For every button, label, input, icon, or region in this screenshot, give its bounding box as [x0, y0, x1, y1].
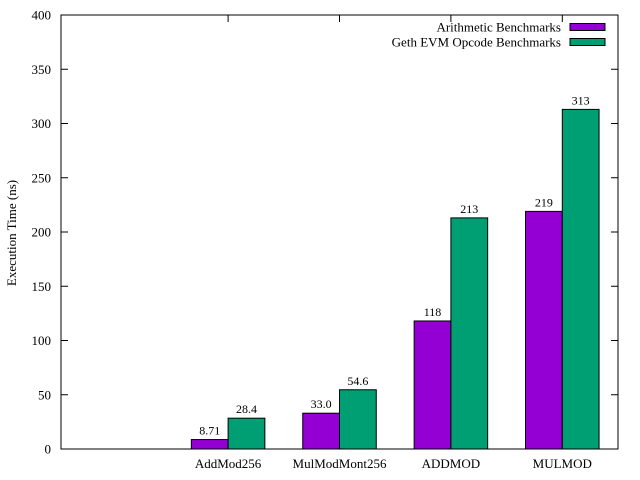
bar-value-label: 54.6: [347, 374, 368, 388]
y-tick-label: 150: [32, 279, 52, 294]
bar-value-label: 213: [460, 202, 478, 216]
y-tick-label: 400: [32, 8, 52, 23]
legend-swatch: [569, 23, 606, 31]
bar-value-label: 33.0: [311, 397, 332, 411]
y-tick-label: 0: [45, 442, 52, 457]
y-tick-label: 350: [32, 62, 52, 77]
legend-swatch: [569, 38, 606, 46]
x-tick-label: MULMOD: [533, 456, 592, 471]
x-tick-label: AddMod256: [195, 456, 262, 471]
y-axis-label: Execution Time (ns): [4, 180, 19, 286]
bar-value-label: 118: [424, 305, 442, 319]
y-tick-label: 200: [32, 225, 52, 240]
x-tick-label: MulModMont256: [293, 456, 387, 471]
bar-value-label: 219: [535, 195, 553, 209]
bar-value-label: 28.4: [236, 402, 257, 416]
y-axis: 0 50 100 150 200 250 300 350 400: [32, 8, 618, 457]
bar: [561, 108, 600, 450]
legend-label: Geth EVM Opcode Benchmarks: [392, 35, 561, 50]
bar: [227, 417, 266, 450]
bar: [450, 217, 489, 450]
legend-label: Arithmetic Benchmarks: [436, 20, 561, 35]
y-tick-label: 250: [32, 170, 52, 185]
y-tick-label: 300: [32, 116, 52, 131]
y-tick-label: 100: [32, 333, 52, 348]
bars: [190, 108, 600, 450]
bar-value-label: 8.71: [199, 424, 220, 438]
bar: [339, 389, 377, 450]
bar: [413, 320, 452, 450]
bar: [302, 412, 341, 450]
bar: [525, 210, 563, 450]
x-tick-label: ADDMOD: [422, 456, 481, 471]
x-axis: AddMod256 MulModMont256 ADDMOD MULMOD: [195, 15, 592, 471]
data-labels: 8.71 33.0 118 219 28.4 54.6 213 313: [199, 93, 589, 437]
bar-value-label: 313: [572, 93, 590, 107]
y-tick-label: 50: [38, 387, 51, 402]
bar: [190, 439, 229, 450]
